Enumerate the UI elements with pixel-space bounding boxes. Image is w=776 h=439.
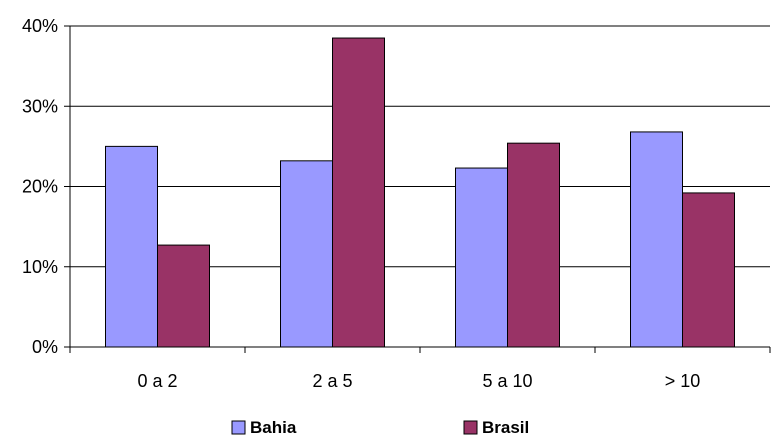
y-tick-label: 20%: [22, 177, 58, 197]
y-tick-label: 0%: [32, 337, 58, 357]
x-tick-label: 2 a 5: [312, 371, 352, 391]
legend-swatch-bahia: [231, 420, 246, 435]
bar-bahia-1: [280, 160, 333, 348]
bar-brasil-0: [157, 244, 210, 348]
x-tick-label: 0 a 2: [137, 371, 177, 391]
bar-brasil-2: [507, 142, 560, 348]
bar-brasil-1: [332, 37, 385, 348]
bars: [105, 37, 735, 348]
legend-label-brasil: Brasil: [482, 418, 529, 437]
y-tick-label: 40%: [22, 16, 58, 36]
legend-label-bahia: Bahia: [250, 418, 297, 437]
bar-bahia-0: [105, 145, 158, 348]
y-tick-label: 30%: [22, 96, 58, 116]
x-axis-ticks: 0 a 2 2 a 5 5 a 10 > 10: [69, 347, 771, 391]
bar-bahia-3: [630, 131, 683, 348]
y-tick-label: 10%: [22, 257, 58, 277]
legend: Bahia Brasil: [231, 418, 529, 437]
y-axis-ticks: 0% 10% 20% 30% 40%: [22, 16, 70, 357]
legend-swatch-brasil: [463, 420, 478, 435]
x-tick-label: 5 a 10: [482, 371, 532, 391]
x-tick-label: > 10: [665, 371, 701, 391]
bar-brasil-3: [682, 192, 735, 348]
bar-bahia-2: [455, 167, 508, 348]
